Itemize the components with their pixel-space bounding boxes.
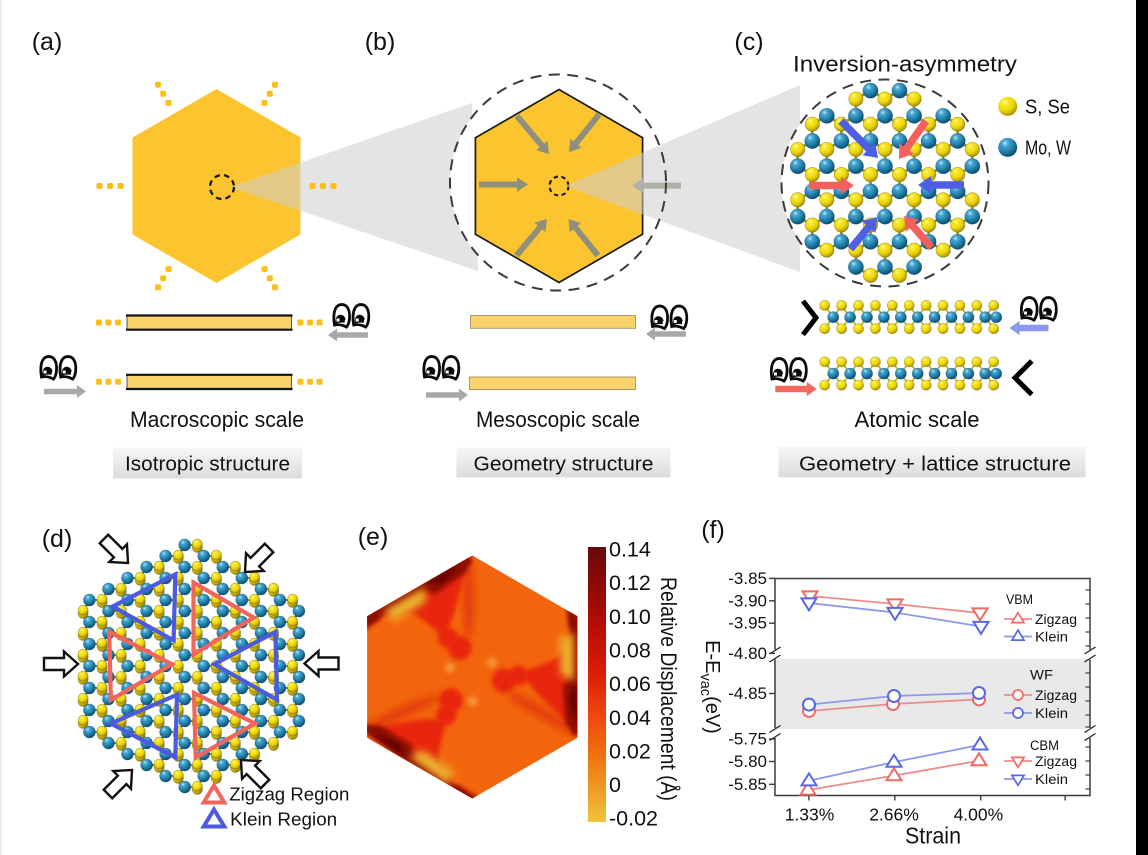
- svg-text:2.66%: 2.66%: [869, 805, 919, 825]
- svg-text:(b): (b): [365, 28, 396, 56]
- svg-text:CBM: CBM: [1030, 738, 1059, 753]
- svg-text:Klein: Klein: [1035, 629, 1068, 644]
- svg-text:Atomic scale: Atomic scale: [855, 407, 980, 432]
- svg-text:Macroscopic scale: Macroscopic scale: [130, 407, 304, 432]
- svg-text:0: 0: [609, 773, 621, 797]
- svg-text:(a): (a): [32, 28, 63, 56]
- svg-text:Geometry structure: Geometry structure: [474, 453, 654, 476]
- svg-text:Zigzag: Zigzag: [1035, 754, 1077, 769]
- svg-text:-3.85: -3.85: [728, 569, 767, 588]
- svg-text:Mesoscopic scale: Mesoscopic scale: [476, 407, 640, 432]
- svg-text:S, Se: S, Se: [1025, 97, 1070, 119]
- svg-text:Klein: Klein: [1035, 772, 1068, 787]
- svg-text:-0.02: -0.02: [609, 807, 658, 831]
- svg-text:Klein Region: Klein Region: [230, 810, 337, 830]
- svg-text:Zigzag: Zigzag: [1035, 612, 1077, 627]
- svg-text:-5.80: -5.80: [728, 752, 767, 771]
- svg-text:-5.75: -5.75: [728, 730, 767, 749]
- svg-text:0.06: 0.06: [609, 672, 651, 696]
- svg-text:-3.95: -3.95: [728, 614, 767, 633]
- svg-text:0.10: 0.10: [609, 605, 651, 629]
- svg-text:0.08: 0.08: [609, 638, 651, 662]
- svg-text:(c): (c): [734, 28, 763, 56]
- svg-text:E-Evac(eV): E-Evac(eV): [697, 640, 723, 734]
- svg-text:Isotropic structure: Isotropic structure: [125, 453, 290, 476]
- svg-text:Geometry + lattice structure: Geometry + lattice structure: [799, 453, 1071, 476]
- svg-text:Relative Displacement (Å): Relative Displacement (Å): [656, 577, 681, 801]
- svg-text:Zigzag: Zigzag: [1035, 688, 1077, 703]
- svg-text:Inversion-asymmetry: Inversion-asymmetry: [793, 52, 1018, 77]
- svg-text:0.14: 0.14: [609, 538, 651, 562]
- svg-text:Klein: Klein: [1035, 706, 1068, 721]
- svg-text:0.12: 0.12: [609, 571, 651, 595]
- svg-text:(f): (f): [701, 516, 725, 544]
- svg-text:-5.85: -5.85: [728, 775, 767, 794]
- svg-text:WF: WF: [1030, 668, 1053, 683]
- svg-text:0.02: 0.02: [609, 739, 651, 763]
- svg-text:(e): (e): [358, 523, 389, 551]
- svg-text:-4.80: -4.80: [728, 644, 767, 663]
- svg-text:Mo, W: Mo, W: [1025, 138, 1071, 160]
- svg-text:1.33%: 1.33%: [785, 805, 835, 825]
- svg-text:Strain: Strain: [905, 823, 961, 849]
- svg-text:-4.85: -4.85: [728, 684, 767, 703]
- svg-text:-3.90: -3.90: [728, 591, 767, 610]
- svg-text:4.00%: 4.00%: [954, 805, 1004, 825]
- svg-text:Zigzag Region: Zigzag Region: [229, 785, 349, 805]
- svg-text:(d): (d): [42, 525, 73, 553]
- svg-text:VBM: VBM: [1006, 592, 1033, 607]
- svg-text:0.04: 0.04: [609, 706, 651, 730]
